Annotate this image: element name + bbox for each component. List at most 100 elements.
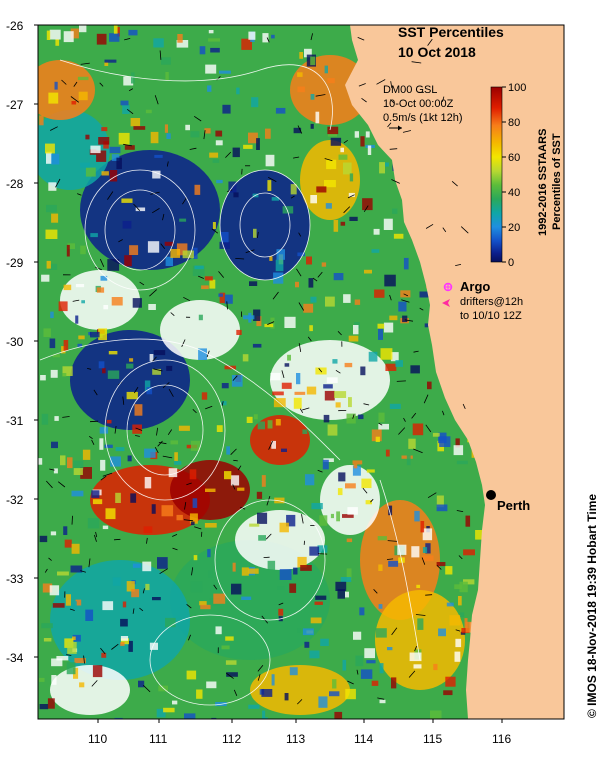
sst-pixel bbox=[100, 275, 108, 281]
sst-pixel bbox=[124, 255, 132, 267]
sst-pixel bbox=[124, 145, 135, 150]
sst-pixel bbox=[208, 38, 220, 42]
sst-patch bbox=[290, 55, 370, 125]
sst-pixel bbox=[449, 615, 461, 626]
sst-pixel bbox=[387, 647, 393, 651]
current-arrow-icon bbox=[408, 670, 416, 678]
sst-pixel bbox=[322, 459, 329, 470]
sst-pixel bbox=[132, 298, 142, 308]
current-arrow-icon bbox=[71, 515, 73, 525]
sst-pixel bbox=[242, 354, 249, 362]
sst-pixel bbox=[207, 549, 211, 558]
sst-pixel bbox=[293, 127, 302, 134]
sst-pixel bbox=[278, 608, 284, 616]
sst-pixel bbox=[145, 109, 152, 114]
current-arrow-icon bbox=[153, 368, 163, 372]
sst-pixel bbox=[361, 478, 372, 489]
sst-pixel bbox=[349, 216, 358, 221]
sst-pixel bbox=[324, 390, 335, 401]
current-arrow-icon bbox=[48, 557, 52, 561]
sst-pixel bbox=[109, 170, 118, 182]
sst-pixel bbox=[290, 184, 297, 195]
sst-pixel bbox=[310, 94, 315, 100]
current-arrow-icon bbox=[95, 266, 102, 271]
sst-pixel bbox=[216, 425, 223, 432]
sst-pixel bbox=[302, 628, 314, 636]
current-arrow-icon bbox=[278, 602, 284, 606]
sst-pixel bbox=[297, 556, 307, 568]
sst-pixel bbox=[424, 323, 429, 328]
current-arrow-icon bbox=[80, 62, 90, 65]
sst-pixel bbox=[211, 717, 217, 719]
current-arrow-icon bbox=[272, 291, 279, 300]
sst-pixel bbox=[219, 292, 226, 304]
sst-pixel bbox=[129, 358, 134, 362]
sst-pixel bbox=[122, 220, 132, 229]
sst-pixel bbox=[262, 710, 266, 718]
sst-pixel bbox=[131, 72, 135, 84]
contour-eddy-2b bbox=[239, 192, 291, 258]
sst-pixel bbox=[333, 219, 339, 232]
sst-pixel bbox=[133, 126, 146, 130]
sst-pixel bbox=[406, 455, 411, 466]
sst-pixel bbox=[453, 445, 464, 456]
sst-pixel bbox=[317, 545, 328, 553]
sst-pixel bbox=[304, 48, 312, 58]
current-arrow-icon bbox=[186, 482, 192, 486]
sst-pixel bbox=[249, 523, 260, 527]
sst-pixel bbox=[176, 40, 189, 48]
sst-pixel bbox=[348, 335, 359, 342]
current-arrow-icon bbox=[159, 568, 168, 575]
current-arrow-icon bbox=[149, 289, 157, 297]
colorbar-tick-0: 0 bbox=[508, 257, 514, 269]
sst-pixel bbox=[82, 449, 91, 460]
sst-pixel bbox=[71, 543, 80, 554]
sst-pixel bbox=[251, 97, 259, 108]
sst-pixel bbox=[152, 368, 161, 375]
sst-pixel bbox=[174, 461, 182, 465]
current-arrow-icon bbox=[298, 302, 305, 311]
sst-pixel bbox=[360, 136, 365, 147]
sst-pixel bbox=[377, 323, 385, 329]
sst-pixel bbox=[284, 316, 296, 328]
sst-pixel bbox=[163, 707, 175, 713]
sst-pixel bbox=[150, 131, 159, 144]
contour-eddy-1b bbox=[104, 189, 176, 271]
sst-pixel bbox=[310, 296, 317, 303]
sst-pixel bbox=[438, 628, 446, 637]
current-arrow-icon bbox=[232, 375, 238, 381]
sst-pixel bbox=[96, 150, 107, 162]
current-arrow-icon bbox=[186, 603, 192, 609]
sst-pixel bbox=[67, 642, 77, 654]
sst-pixel bbox=[98, 361, 105, 369]
current-arrow-icon bbox=[50, 126, 58, 131]
sst-pixel bbox=[270, 317, 275, 329]
sst-pixel bbox=[303, 303, 314, 313]
sst-pixel bbox=[262, 33, 269, 43]
current-arrow-icon bbox=[233, 459, 238, 462]
sst-pixel bbox=[454, 651, 461, 662]
sst-pixel bbox=[72, 636, 76, 641]
sst-pixel bbox=[284, 693, 289, 701]
sst-pixel bbox=[106, 419, 112, 424]
sst-pixel bbox=[309, 650, 320, 659]
sst-pixel bbox=[198, 348, 207, 360]
sst-pixel bbox=[73, 460, 84, 470]
current-arrow-icon bbox=[357, 37, 365, 41]
sst-pixel bbox=[73, 667, 79, 679]
current-arrow-icon bbox=[451, 180, 458, 187]
current-arrow-icon bbox=[425, 594, 433, 596]
sst-pixel bbox=[147, 241, 160, 253]
sst-patch bbox=[220, 170, 310, 280]
current-arrow-icon bbox=[113, 538, 121, 541]
current-arrow-icon bbox=[235, 258, 245, 260]
current-arrow-icon bbox=[154, 447, 159, 453]
sst-pixel bbox=[297, 86, 305, 93]
contour-eddy-2 bbox=[219, 169, 311, 281]
sst-pixel bbox=[85, 134, 90, 140]
sst-pixel bbox=[189, 513, 198, 524]
current-arrow-icon bbox=[370, 498, 374, 503]
sst-pixel bbox=[127, 455, 132, 462]
current-arrow-icon bbox=[458, 555, 463, 560]
